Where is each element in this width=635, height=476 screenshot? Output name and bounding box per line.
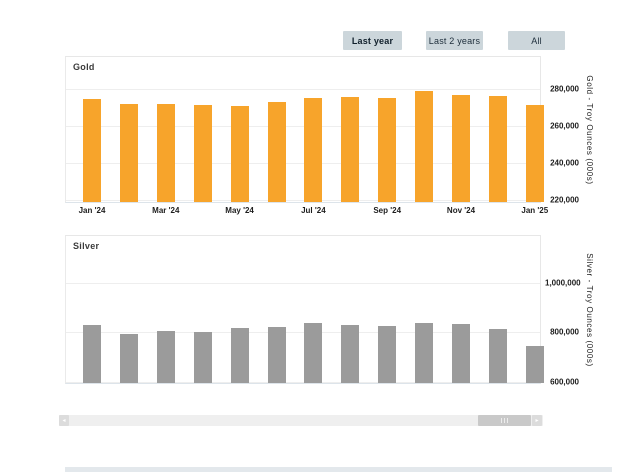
gold-bar-Jan '25[interactable] xyxy=(525,105,544,202)
silver-y-axis-title: Silver - Troy Ounces (000s) xyxy=(585,252,594,367)
silver-chart-panel: Silver Silver - Troy Ounces (000s) 1,000… xyxy=(65,235,594,386)
gridline xyxy=(66,88,540,90)
gold-bar-Aug '24[interactable] xyxy=(341,96,360,202)
gold-bar-Mar '24[interactable] xyxy=(156,104,175,202)
gold-y-axis-title: Gold - Troy Ounces (000s) xyxy=(585,74,594,185)
silver-bar-Oct '24[interactable] xyxy=(415,323,434,383)
gridline xyxy=(66,381,540,383)
x-axis-tick-label: Jan '24 xyxy=(78,206,106,215)
all-button[interactable]: All xyxy=(508,31,565,50)
gold-bar-Jul '24[interactable] xyxy=(304,98,323,202)
scrollbar-thumb[interactable] xyxy=(478,415,531,426)
silver-bar-Jan '24[interactable] xyxy=(83,325,101,383)
x-axis-labels: Jan '24 Mar '24 May '24 Jul '24 Sep '24 Nov '… xyxy=(66,206,549,218)
silver-bar-Nov '24[interactable] xyxy=(452,324,470,383)
gridline xyxy=(66,125,540,127)
gold-chart-title: Gold xyxy=(73,62,95,72)
y-axis-tick-label: 260,000 xyxy=(550,121,579,130)
gold-bar-Dec '24[interactable] xyxy=(488,96,507,202)
x-axis-tick-label: Jul '24 xyxy=(301,206,326,215)
gold-bar-Jun '24[interactable] xyxy=(267,102,286,202)
gold-bar-Oct '24[interactable] xyxy=(415,90,434,202)
silver-bar-Feb '24[interactable] xyxy=(119,333,138,383)
x-axis-tick-label: Jan '25 xyxy=(521,206,549,215)
next-section-top-edge xyxy=(65,467,612,472)
silver-bar-Dec '24[interactable] xyxy=(488,329,507,383)
time-scrollbar[interactable]: ◂ ▸ xyxy=(59,415,543,426)
x-axis-tick-label: Nov '24 xyxy=(446,206,476,215)
silver-bar-Aug '24[interactable] xyxy=(341,325,360,383)
last-2-years-button[interactable]: Last 2 years xyxy=(426,31,483,50)
silver-bar-Mar '24[interactable] xyxy=(156,331,175,383)
gold-bar-Nov '24[interactable] xyxy=(452,94,470,202)
gold-bar-May '24[interactable] xyxy=(230,105,249,202)
x-axis-tick-label: May '24 xyxy=(225,206,254,215)
gridline xyxy=(66,199,540,201)
thumb-grip-icon xyxy=(504,418,505,423)
scroll-left-button[interactable]: ◂ xyxy=(59,415,69,426)
y-axis-tick-label: 1,000,000 xyxy=(545,278,581,288)
silver-bar-Jul '24[interactable] xyxy=(304,323,323,383)
y-axis-tick-label: 800,000 xyxy=(550,327,579,337)
y-axis-tick-label: 240,000 xyxy=(550,158,579,168)
silver-bar-Jun '24[interactable] xyxy=(267,326,286,383)
y-axis-tick-label: 220,000 xyxy=(550,195,579,205)
y-axis-tick-label: 600,000 xyxy=(550,377,579,387)
thumb-grip-icon xyxy=(501,418,502,423)
thumb-grip-icon xyxy=(507,418,508,423)
y-axis-tick-label: 280,000 xyxy=(550,84,579,93)
gridline xyxy=(66,282,540,284)
gold-bar-Feb '24[interactable] xyxy=(119,104,138,202)
gridline xyxy=(66,332,540,334)
x-axis-tick-label: Mar '24 xyxy=(152,206,180,215)
gridline xyxy=(66,162,540,164)
last-year-button[interactable]: Last year xyxy=(343,31,402,50)
silver-bar-May '24[interactable] xyxy=(230,328,249,383)
silver-bar-Sep '24[interactable] xyxy=(378,326,397,383)
silver-bar-Jan '25[interactable] xyxy=(525,346,544,383)
gold-chart-panel: Gold Gold - Troy Ounces (000s) 280,000 26… xyxy=(65,56,594,215)
scroll-left-icon: ◂ xyxy=(62,417,66,424)
scroll-right-button[interactable]: ▸ xyxy=(532,415,542,426)
silver-chart-title: Silver xyxy=(73,241,100,251)
gold-bar-Sep '24[interactable] xyxy=(378,97,397,202)
x-axis-tick-label: Sep '24 xyxy=(373,206,402,215)
gold-bar-Apr '24[interactable] xyxy=(193,105,212,202)
scroll-right-icon: ▸ xyxy=(535,417,539,424)
gold-bar-Jan '24[interactable] xyxy=(83,98,101,202)
silver-bar-Apr '24[interactable] xyxy=(193,332,212,383)
